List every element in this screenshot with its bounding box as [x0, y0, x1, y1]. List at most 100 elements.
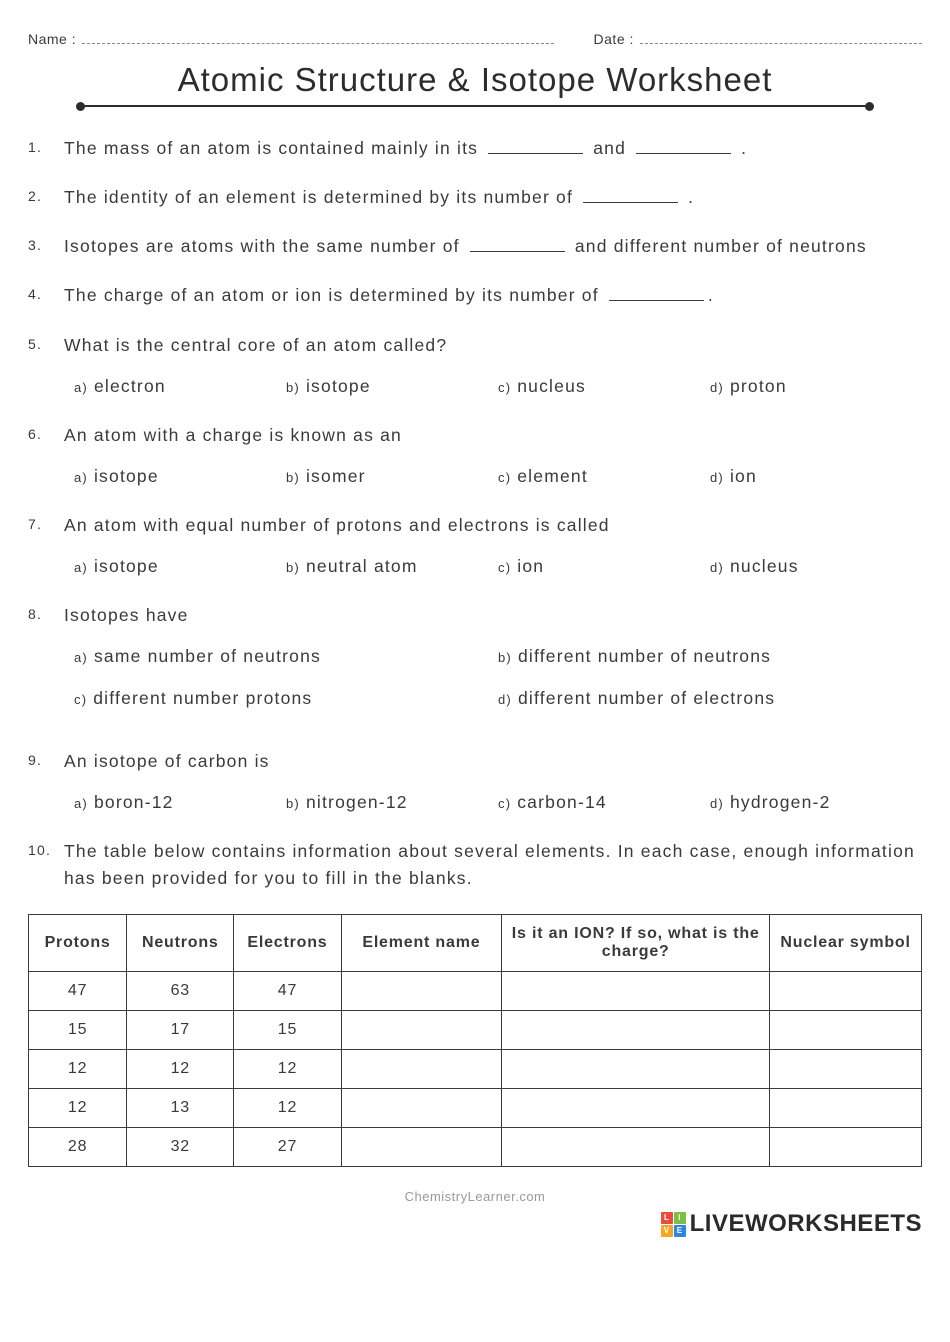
table-cell: 12	[29, 1089, 127, 1128]
table-cell[interactable]	[341, 1011, 502, 1050]
table-header-cell: Electrons	[234, 915, 341, 972]
option-label: d)	[498, 690, 512, 710]
date-label: Date :	[594, 31, 634, 47]
option[interactable]: d)proton	[710, 373, 922, 400]
option-text: nucleus	[517, 373, 586, 400]
option-text: ion	[517, 553, 544, 580]
table-cell[interactable]	[770, 972, 922, 1011]
question-options: a) electron b)isotopec)nucleusd)proton	[64, 373, 922, 400]
table-cell[interactable]	[341, 1089, 502, 1128]
option-label: c)	[74, 690, 87, 710]
question-7: An atom with equal number of protons and…	[28, 512, 922, 580]
option-label: c)	[498, 794, 511, 814]
option[interactable]: d)nucleus	[710, 553, 922, 580]
option[interactable]: b)different number of neutrons	[498, 643, 922, 670]
elements-table: ProtonsNeutronsElectronsElement nameIs i…	[28, 914, 922, 1167]
date-field: Date :	[594, 30, 922, 47]
table-row: 476347	[29, 972, 922, 1011]
option[interactable]: a)isotope	[74, 553, 286, 580]
question-options: a)boron-12b)nitrogen-12c) carbon-14 d)hydr…	[64, 789, 922, 816]
option-label: a)	[74, 648, 88, 668]
logo-cell: E	[674, 1225, 686, 1237]
option[interactable]: c) carbon-14	[498, 789, 710, 816]
table-header-cell: Is it an ION? If so, what is the charge?	[502, 915, 770, 972]
fill-blank[interactable]	[470, 237, 565, 253]
table-cell: 27	[234, 1128, 341, 1167]
question-options: a)isotopeb)isomerc) element d)ion	[64, 463, 922, 490]
option[interactable]: b) neutral atom	[286, 553, 498, 580]
table-cell: 47	[29, 972, 127, 1011]
option[interactable]: a)boron-12	[74, 789, 286, 816]
option[interactable]: d)hydrogen-2	[710, 789, 922, 816]
logo-cell: I	[674, 1212, 686, 1224]
fill-blank[interactable]	[488, 138, 583, 154]
option-text: carbon-14	[517, 789, 607, 816]
table-header-cell: Protons	[29, 915, 127, 972]
option[interactable]: c) ion	[498, 553, 710, 580]
option[interactable]: d)ion	[710, 463, 922, 490]
table-row: 151715	[29, 1011, 922, 1050]
table-cell[interactable]	[502, 1050, 770, 1089]
question-2: The identity of an element is determined…	[28, 184, 922, 211]
table-cell[interactable]	[770, 1050, 922, 1089]
option-label: a)	[74, 378, 88, 398]
table-cell: 28	[29, 1128, 127, 1167]
option-label: b)	[286, 558, 300, 578]
option[interactable]: a) electron	[74, 373, 286, 400]
fill-blank[interactable]	[609, 286, 704, 302]
question-stem: The identity of an element is determined…	[64, 184, 922, 211]
question-stem: Isotopes are atoms with the same number …	[64, 233, 922, 260]
table-cell[interactable]	[341, 972, 502, 1011]
option-label: c)	[498, 468, 511, 488]
option-text: electron	[94, 373, 166, 400]
question-list: The mass of an atom is contained mainly …	[28, 135, 922, 892]
table-header-row: ProtonsNeutronsElectronsElement nameIs i…	[29, 915, 922, 972]
option[interactable]: a)isotope	[74, 463, 286, 490]
option[interactable]: b)isomer	[286, 463, 498, 490]
question-5: What is the central core of an atom call…	[28, 332, 922, 400]
option-text: ion	[730, 463, 757, 490]
table-cell[interactable]	[341, 1128, 502, 1167]
table-cell[interactable]	[770, 1011, 922, 1050]
option-text: element	[517, 463, 588, 490]
table-header-cell: Nuclear symbol	[770, 915, 922, 972]
option[interactable]: d) different number of electrons	[498, 685, 922, 712]
fill-blank[interactable]	[636, 138, 731, 154]
table-cell: 12	[127, 1050, 234, 1089]
question-10: The table below contains information abo…	[28, 838, 922, 892]
table-cell[interactable]	[341, 1050, 502, 1089]
table-cell[interactable]	[502, 1089, 770, 1128]
option-label: c)	[498, 558, 511, 578]
table-cell[interactable]	[502, 1011, 770, 1050]
table-cell[interactable]	[502, 972, 770, 1011]
question-4: The charge of an atom or ion is determin…	[28, 282, 922, 309]
title-rule	[80, 105, 870, 107]
brand-footer: LIVE LIVEWORKSHEETS	[28, 1210, 922, 1238]
option-text: isomer	[306, 463, 366, 490]
name-label: Name :	[28, 31, 76, 47]
option[interactable]: c) element	[498, 463, 710, 490]
option[interactable]: b)isotope	[286, 373, 498, 400]
option[interactable]: a)same number of neutrons	[74, 643, 498, 670]
option[interactable]: c)nucleus	[498, 373, 710, 400]
table-cell[interactable]	[770, 1128, 922, 1167]
option[interactable]: c) different number protons	[74, 685, 498, 712]
question-stem: An isotope of carbon is	[64, 748, 922, 775]
option-text: neutral atom	[306, 553, 418, 580]
option-label: a)	[74, 468, 88, 488]
date-input-line[interactable]	[640, 30, 922, 44]
brand-logo: LIVE	[661, 1212, 686, 1237]
option-text: different number protons	[93, 685, 312, 712]
question-stem: Isotopes have	[64, 602, 922, 629]
question-9: An isotope of carbon is a)boron-12b)nitro…	[28, 748, 922, 816]
question-3: Isotopes are atoms with the same number …	[28, 233, 922, 260]
option[interactable]: b)nitrogen-12	[286, 789, 498, 816]
option-text: different number of electrons	[518, 685, 775, 712]
fill-blank[interactable]	[583, 187, 678, 203]
table-cell: 12	[29, 1050, 127, 1089]
table-cell[interactable]	[770, 1089, 922, 1128]
question-options: a)isotopeb) neutral atom c) ion d)nucleus	[64, 553, 922, 580]
name-input-line[interactable]	[82, 30, 553, 44]
table-cell[interactable]	[502, 1128, 770, 1167]
option-label: d)	[710, 558, 724, 578]
